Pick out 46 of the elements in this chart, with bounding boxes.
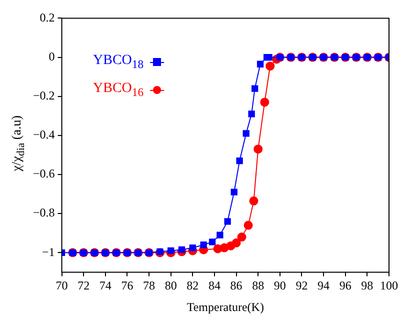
point	[248, 110, 255, 118]
x-tick-label: 70	[56, 278, 68, 293]
point	[252, 85, 258, 92]
point	[208, 238, 216, 246]
point	[168, 247, 174, 254]
point	[237, 232, 246, 242]
x-tick-label: 78	[143, 278, 156, 293]
x-tick-label: 90	[274, 278, 286, 293]
point	[242, 130, 250, 137]
point	[216, 232, 224, 238]
x-tick-label: 92	[296, 278, 308, 293]
legend-label: YBCO$_{18}$	[93, 53, 144, 71]
x-axis-title: Temperature(K)	[186, 300, 264, 314]
y-tick-label: −0.4	[32, 128, 55, 142]
point	[244, 220, 253, 230]
y-tick-label: −1	[42, 244, 55, 259]
point	[249, 196, 258, 206]
point	[230, 188, 238, 196]
point	[236, 158, 243, 164]
x-tick-label: 84	[208, 278, 220, 293]
point	[224, 218, 231, 225]
x-tick-label: 100	[380, 278, 398, 293]
y-tick-label: 0	[48, 49, 55, 64]
y-tick-label: 0.2	[40, 10, 55, 24]
point	[200, 242, 207, 248]
y-tick-label: −0.2	[32, 88, 55, 103]
x-tick-label: 72	[78, 278, 90, 293]
x-tick-label: 82	[186, 278, 199, 293]
point	[254, 144, 263, 154]
point	[260, 98, 270, 107]
x-tick-label: 74	[99, 278, 112, 293]
y-tick-label: −0.8	[32, 206, 55, 220]
point	[189, 244, 196, 252]
x-tick-label: 80	[164, 278, 177, 293]
x-tick-label: 86	[230, 278, 242, 293]
legend-label: YBCO$_{16}$	[93, 81, 144, 99]
x-tick-label: 94	[318, 278, 330, 293]
x-tick-label: 96	[339, 278, 352, 293]
point	[256, 60, 264, 68]
point	[232, 238, 241, 248]
point	[266, 62, 275, 71]
point	[178, 246, 186, 254]
x-tick-label: 98	[361, 278, 374, 293]
y-tick-label: −0.6	[32, 166, 55, 181]
x-tick-label: 76	[121, 278, 134, 293]
x-tick-label: 88	[252, 278, 264, 293]
